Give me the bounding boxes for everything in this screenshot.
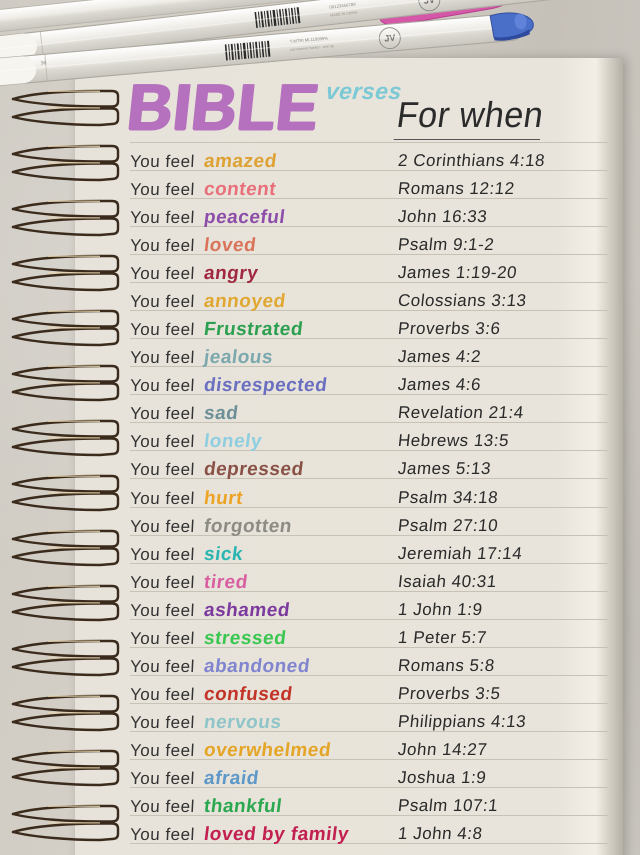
svg-text:36: 36: [40, 60, 46, 66]
